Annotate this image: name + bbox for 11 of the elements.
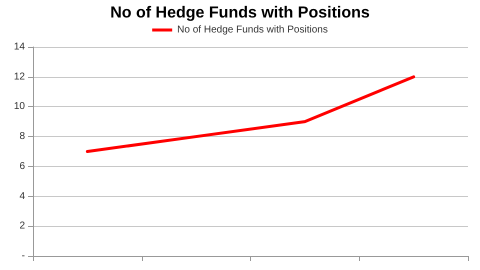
- y-tick-label: 8: [19, 131, 26, 142]
- y-tick-label: 4: [19, 190, 26, 202]
- y-tick-label: 12: [14, 71, 26, 82]
- legend-label: No of Hedge Funds with Positions: [177, 24, 328, 36]
- y-tick-label: 2: [19, 220, 26, 232]
- y-tick-label: 6: [19, 160, 26, 172]
- chart-title: No of Hedge Funds with Positions: [110, 4, 370, 22]
- y-tick-label: -: [22, 250, 25, 262]
- y-tick-label: 14: [14, 42, 26, 52]
- y-tick-label: 10: [14, 101, 26, 112]
- line-series: [86, 75, 416, 153]
